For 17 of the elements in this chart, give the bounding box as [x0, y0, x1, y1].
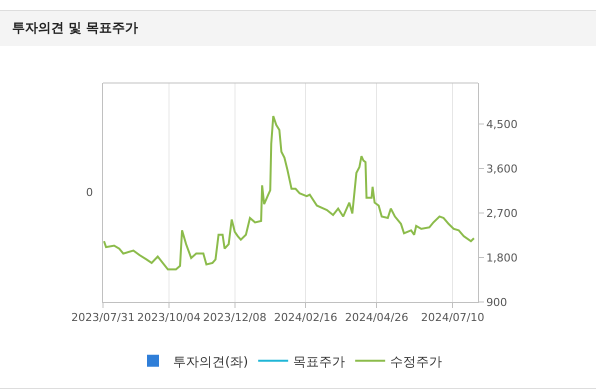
- y2-tick-label: 3,600: [486, 162, 518, 176]
- x-tick-label: 2024/02/16: [274, 311, 338, 324]
- legend-label: 수정주가: [390, 354, 442, 370]
- legend-label: 투자의견(좌): [173, 354, 248, 370]
- y2-tick-label: 4,500: [486, 118, 518, 131]
- x-tick-label: 2024/07/10: [420, 311, 484, 324]
- x-tick-label: 2023/12/08: [203, 311, 266, 324]
- x-tick-label: 2023/07/31: [71, 311, 135, 324]
- x-tick-label: 2023/10/04: [137, 311, 201, 324]
- y2-tick-label: 2,700: [486, 206, 518, 220]
- legend-label: 목표주가: [293, 354, 346, 370]
- chart-title: 투자의견 및 목표주가: [0, 10, 596, 46]
- line-series: [103, 115, 475, 270]
- y2-tick-label: 900: [486, 296, 508, 309]
- text: 0: [86, 186, 93, 199]
- x-tick-label: 2024/04/26: [344, 311, 408, 324]
- y2-tick-label: 1,800: [486, 251, 518, 264]
